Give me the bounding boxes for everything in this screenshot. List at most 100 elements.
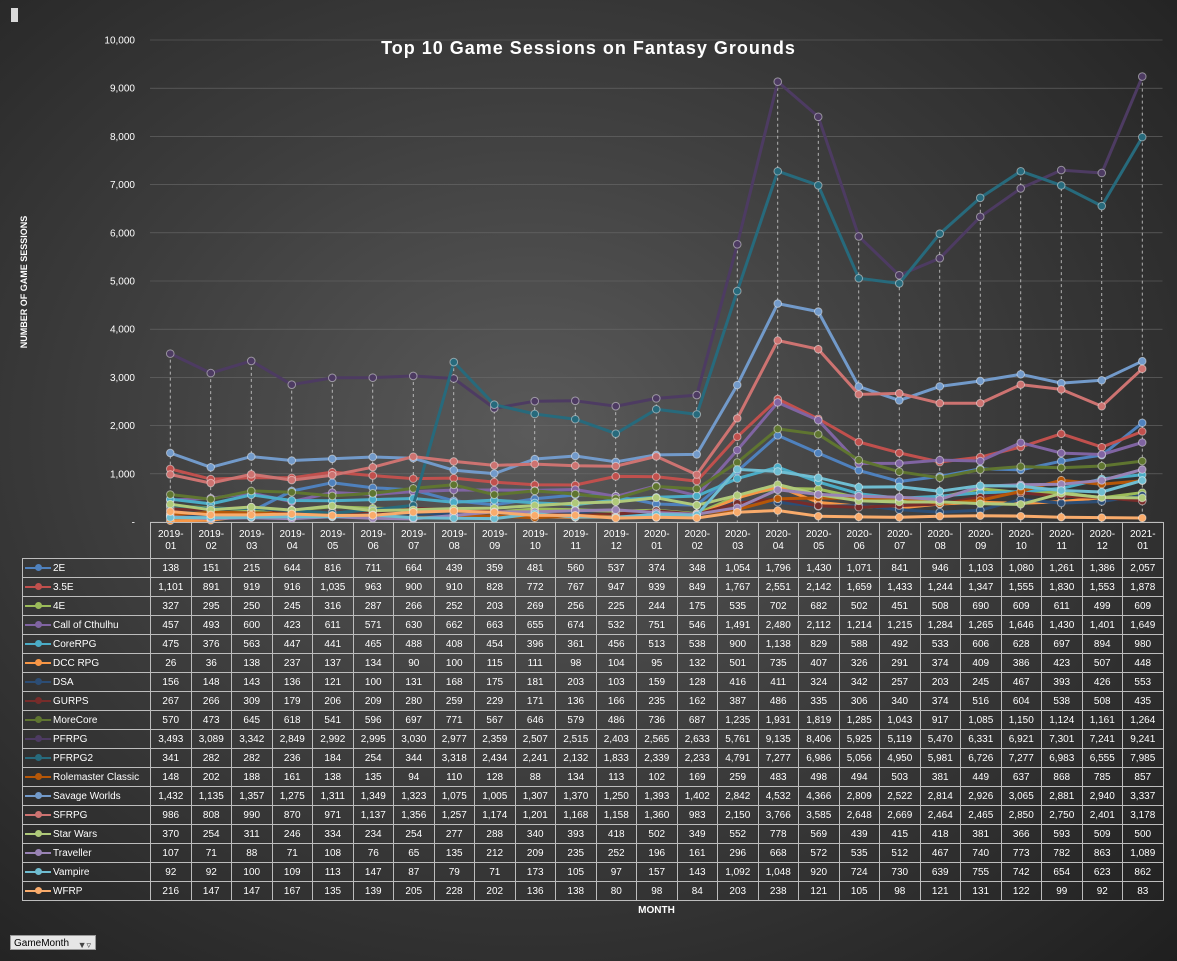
table-cell: 1,250 xyxy=(595,786,637,806)
data-point xyxy=(1137,493,1147,503)
x-tick-label: 2021- 01 xyxy=(1122,522,1164,559)
table-cell: 682 xyxy=(798,596,840,616)
table-cell: 291 xyxy=(879,653,921,673)
table-cell: 535 xyxy=(717,596,759,616)
game-month-filter-button[interactable]: GameMonth ▼▿ xyxy=(10,935,96,950)
table-cell: 532 xyxy=(595,615,637,635)
data-point xyxy=(894,467,904,477)
table-cell: 267 xyxy=(150,691,192,711)
table-cell: 1,092 xyxy=(717,862,759,882)
table-cell: 393 xyxy=(1041,672,1083,692)
data-point xyxy=(732,474,742,483)
table-cell: 5,470 xyxy=(919,729,961,749)
legend-label: DSA xyxy=(53,676,74,688)
table-cell: 228 xyxy=(433,881,475,901)
table-cell: 1,356 xyxy=(393,805,435,825)
data-point xyxy=(489,461,499,470)
data-point xyxy=(854,232,864,241)
data-point xyxy=(246,510,256,520)
data-point xyxy=(773,506,783,515)
y-tick-label: 4,000 xyxy=(110,325,135,336)
table-cell: 609 xyxy=(1122,596,1164,616)
table-cell: 3,030 xyxy=(393,729,435,749)
table-cell: 2,565 xyxy=(636,729,678,749)
x-tick-label: 2020- 10 xyxy=(1000,522,1042,559)
data-point xyxy=(1016,166,1026,176)
table-cell: 173 xyxy=(514,862,556,882)
table-cell: 334 xyxy=(312,824,354,844)
table-cell: 467 xyxy=(919,843,961,863)
data-point xyxy=(1016,481,1026,491)
data-point xyxy=(732,445,742,455)
data-point xyxy=(651,482,661,491)
table-row: SFRPG 986 808 990 870 971 1,137 1,356 1,257 1,174… xyxy=(22,805,1164,825)
table-cell: 891 xyxy=(190,577,232,597)
table-cell: 376 xyxy=(190,634,232,654)
table-cell: 161 xyxy=(271,767,313,787)
data-point xyxy=(368,471,378,480)
data-point xyxy=(732,286,742,296)
table-cell: 919 xyxy=(231,577,273,597)
data-point xyxy=(1097,487,1107,497)
data-point xyxy=(692,484,702,494)
table-cell: 508 xyxy=(1081,691,1123,711)
data-point xyxy=(692,410,702,419)
x-tick-label: 2020- 04 xyxy=(757,522,799,559)
table-cell: 2,849 xyxy=(271,729,313,749)
table-cell: 454 xyxy=(474,634,516,654)
table-cell: 205 xyxy=(393,881,435,901)
data-point xyxy=(611,497,621,507)
data-point xyxy=(813,501,823,511)
legend-label: SFRPG xyxy=(53,809,88,821)
legend-key-icon xyxy=(25,734,51,743)
table-cell: 287 xyxy=(352,596,394,616)
legend-entry: Savage Worlds xyxy=(22,786,151,806)
table-cell: 674 xyxy=(555,615,597,635)
table-cell: 449 xyxy=(960,767,1002,787)
data-point xyxy=(854,512,864,522)
table-cell: 1,124 xyxy=(1041,710,1083,730)
x-tick-label: 2020- 12 xyxy=(1081,522,1123,559)
table-cell: 1,257 xyxy=(433,805,475,825)
table-cell: 983 xyxy=(676,805,718,825)
data-point xyxy=(975,465,985,475)
table-cell: 1,553 xyxy=(1081,577,1123,597)
data-point xyxy=(651,493,661,503)
x-tick-label: 2020- 01 xyxy=(636,522,678,559)
table-cell: 161 xyxy=(676,843,718,863)
data-point xyxy=(449,457,459,466)
table-cell: 1,360 xyxy=(636,805,678,825)
table-cell: 2,814 xyxy=(919,786,961,806)
chart-title: Top 10 Game Sessions on Fantasy Grounds xyxy=(381,38,796,58)
data-point xyxy=(1056,486,1066,495)
data-point xyxy=(1016,369,1026,379)
table-cell: 1,264 xyxy=(1122,710,1164,730)
table-cell: 662 xyxy=(433,615,475,635)
data-point xyxy=(1016,462,1026,471)
table-cell: 288 xyxy=(474,824,516,844)
filter-dropdown-icon: ▼▿ xyxy=(77,940,91,950)
table-cell: 156 xyxy=(150,672,192,692)
table-cell: 393 xyxy=(555,824,597,844)
data-point xyxy=(611,429,621,438)
table-cell: 2,522 xyxy=(879,786,921,806)
table-cell: 171 xyxy=(514,691,556,711)
data-point xyxy=(894,389,904,398)
legend-entry: Vampire xyxy=(22,862,151,882)
table-cell: 111 xyxy=(514,653,556,673)
data-point xyxy=(530,396,540,406)
legend-key-icon xyxy=(25,677,51,686)
table-cell: 963 xyxy=(352,577,394,597)
data-point xyxy=(165,349,175,358)
data-point xyxy=(935,511,945,521)
data-point xyxy=(489,490,499,499)
table-cell: 4,950 xyxy=(879,748,921,768)
table-cell: 447 xyxy=(271,634,313,654)
data-point xyxy=(1097,450,1107,459)
data-point xyxy=(935,382,945,391)
table-cell: 259 xyxy=(433,691,475,711)
table-cell: 857 xyxy=(1122,767,1164,787)
table-cell: 6,555 xyxy=(1081,748,1123,768)
data-point xyxy=(246,452,256,461)
table-cell: 990 xyxy=(231,805,273,825)
